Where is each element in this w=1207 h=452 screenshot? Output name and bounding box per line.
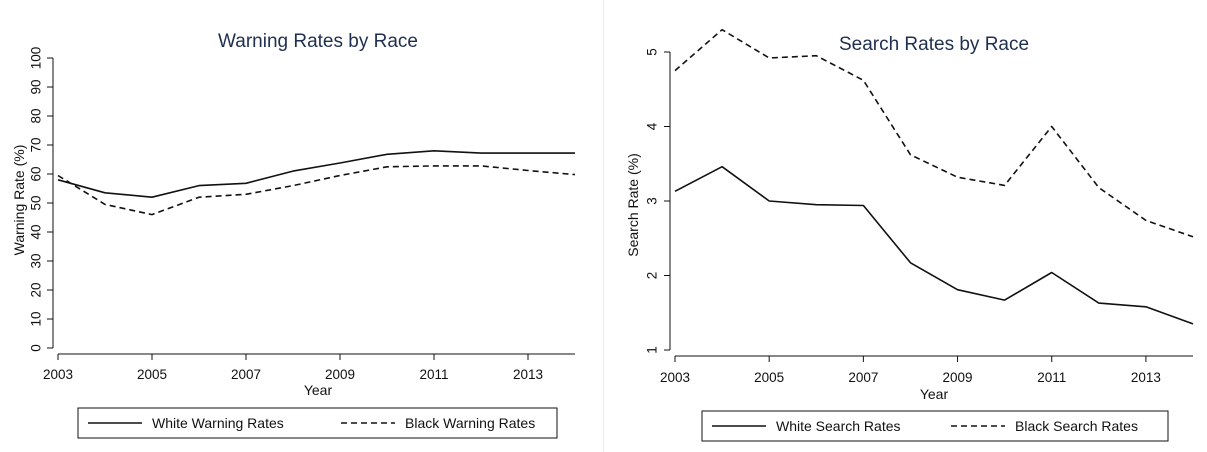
y-tick-label: 1 bbox=[645, 346, 660, 354]
y-tick-label: 3 bbox=[645, 197, 660, 205]
legend-label: White Search Rates bbox=[776, 418, 901, 434]
y-tick-label: 2 bbox=[645, 272, 660, 280]
y-tick-label: 10 bbox=[29, 311, 44, 326]
x-tick-label: 2003 bbox=[43, 367, 73, 382]
x-axis-label: Year bbox=[304, 382, 333, 398]
legend-box bbox=[77, 407, 558, 439]
x-tick-label: 2013 bbox=[1131, 370, 1161, 385]
warning-rates-chart: Warning Rates by Race 0 10 20 30 40 50 60 70 80 90… bbox=[11, 31, 576, 439]
warning-rates-panel: Warning Rates by Race 0 10 20 30 40 50 60 70 80 90… bbox=[11, 31, 576, 439]
y-tick-label: 80 bbox=[29, 108, 44, 123]
y-tick-label: 4 bbox=[645, 122, 660, 130]
y-axis-label: Warning Rate (%) bbox=[11, 145, 27, 256]
search-rates-chart: Search Rates by Race 1 2 3 4 5 Search Rate (%)… bbox=[625, 28, 1194, 442]
chart-title: Warning Rates by Race bbox=[218, 31, 418, 52]
y-tick-label: 30 bbox=[29, 253, 44, 268]
series-line-white bbox=[57, 150, 575, 198]
series-line-black bbox=[674, 28, 1194, 238]
chart-title: Search Rates by Race bbox=[839, 34, 1029, 55]
x-tick-label: 2009 bbox=[943, 370, 973, 385]
y-axis-label: Search Rate (%) bbox=[625, 153, 641, 256]
y-tick-label: 0 bbox=[29, 344, 44, 352]
x-tick-label: 2005 bbox=[137, 367, 167, 382]
x-tick-label: 2003 bbox=[660, 370, 690, 385]
y-tick-label: 40 bbox=[29, 224, 44, 239]
y-tick-label: 90 bbox=[29, 79, 44, 94]
x-tick-label: 2013 bbox=[513, 367, 543, 382]
y-tick-label: 100 bbox=[29, 47, 44, 70]
y-tick-label: 60 bbox=[29, 166, 44, 181]
legend-label: Black Search Rates bbox=[1015, 418, 1138, 434]
series-line-white bbox=[674, 165, 1194, 325]
x-tick-label: 2007 bbox=[848, 370, 878, 385]
y-tick-label: 50 bbox=[29, 195, 44, 210]
search-rates-panel: Search Rates by Race 1 2 3 4 5 Search Rate (%)… bbox=[604, 0, 1207, 452]
x-tick-label: 2011 bbox=[1037, 370, 1066, 385]
x-tick-label: 2009 bbox=[325, 367, 355, 382]
y-tick-label: 70 bbox=[29, 137, 44, 152]
x-tick-label: 2011 bbox=[419, 367, 448, 382]
x-tick-label: 2005 bbox=[754, 370, 784, 385]
y-tick-label: 20 bbox=[29, 282, 44, 297]
x-tick-label: 2007 bbox=[231, 367, 261, 382]
y-tick-label: 5 bbox=[645, 48, 660, 56]
x-axis-label: Year bbox=[920, 386, 949, 402]
legend-label: White Warning Rates bbox=[152, 415, 284, 431]
panel-divider bbox=[603, 0, 604, 452]
legend-box bbox=[701, 410, 1169, 442]
legend-label: Black Warning Rates bbox=[405, 415, 535, 431]
series-line-black bbox=[57, 165, 576, 216]
